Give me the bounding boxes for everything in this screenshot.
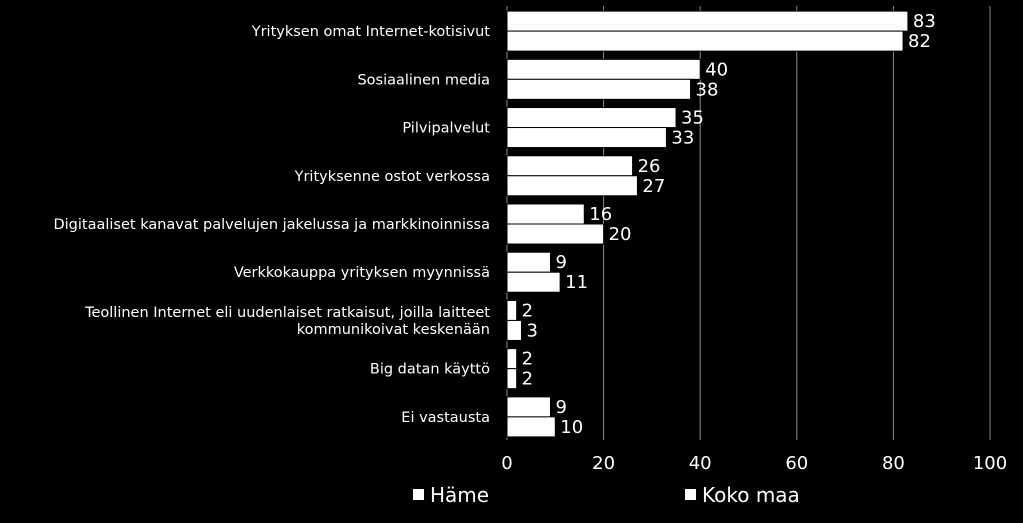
category-label-8: Ei vastausta	[401, 410, 490, 426]
bar-hame-2	[506, 107, 677, 129]
data-label-koko-maa-7: 2	[522, 369, 533, 390]
data-label-hame-3: 26	[638, 156, 661, 177]
bars	[506, 10, 909, 438]
category-labels: Yrityksen omat Internet-kotisivut Sosiaal…	[53, 24, 490, 426]
bar-koko-maa-3	[506, 175, 638, 197]
data-label-koko-maa-8: 10	[560, 417, 583, 438]
data-label-koko-maa-0: 82	[908, 31, 931, 52]
category-label-6-line0: Teollinen Internet eli uudenlaiset ratka…	[84, 305, 490, 321]
category-label-7: Big datan käyttö	[370, 362, 490, 378]
data-label-koko-maa-1: 38	[696, 79, 719, 100]
bar-hame-0	[506, 10, 909, 32]
data-label-hame-1: 40	[705, 59, 728, 80]
data-label-hame-2: 35	[681, 108, 704, 129]
data-label-koko-maa-6: 3	[526, 320, 537, 341]
bar-koko-maa-2	[506, 127, 667, 149]
x-tick-label-20: 20	[592, 453, 615, 474]
data-label-koko-maa-4: 20	[609, 224, 632, 245]
bar-koko-maa-0	[506, 30, 904, 52]
x-tick-label-0: 0	[501, 453, 512, 474]
category-label-5: Verkkokauppa yrityksen myynnissä	[234, 265, 490, 281]
data-label-hame-7: 2	[522, 349, 533, 370]
x-tick-label-100: 100	[973, 453, 1007, 474]
category-label-6-line1: kommunikoivat keskenään	[297, 322, 490, 338]
legend-label-hame: Häme	[430, 483, 489, 507]
data-label-koko-maa-5: 11	[565, 272, 588, 293]
bar-koko-maa-5	[506, 271, 561, 293]
bar-hame-7	[506, 348, 518, 370]
data-label-hame-4: 16	[589, 204, 612, 225]
bar-hame-8	[506, 396, 551, 418]
legend-swatch-koko-maa	[685, 489, 696, 500]
legend-swatch-hame	[413, 489, 424, 500]
legend-label-koko-maa: Koko maa	[702, 483, 800, 507]
bar-hame-6	[506, 299, 518, 321]
category-label-0: Yrityksen omat Internet-kotisivut	[251, 24, 491, 40]
category-label-3: Yrityksenne ostot verkossa	[294, 169, 490, 185]
data-label-hame-0: 83	[913, 11, 936, 32]
bar-hame-1	[506, 58, 701, 80]
bar-koko-maa-6	[506, 319, 522, 341]
data-label-koko-maa-3: 27	[642, 176, 665, 197]
bar-koko-maa-7	[506, 368, 518, 390]
data-label-hame-5: 9	[555, 252, 566, 273]
category-label-2: Pilvipalvelut	[402, 121, 490, 137]
data-label-koko-maa-2: 33	[671, 128, 694, 149]
x-tick-label-80: 80	[882, 453, 905, 474]
bar-koko-maa-8	[506, 416, 556, 438]
category-label-4: Digitaaliset kanavat palvelujen jakeluss…	[53, 217, 490, 233]
data-label-hame-8: 9	[555, 397, 566, 418]
x-axis-tick-labels: 0 20 40 60 80 100	[501, 453, 1007, 474]
bar-koko-maa-1	[506, 78, 692, 100]
bar-koko-maa-4	[506, 223, 605, 245]
bar-hame-4	[506, 203, 585, 225]
bar-hame-3	[506, 155, 634, 177]
legend: Häme Koko maa	[413, 483, 800, 507]
data-label-hame-6: 2	[522, 300, 533, 321]
category-label-1: Sosiaalinen media	[357, 72, 490, 88]
x-tick-label-40: 40	[689, 453, 712, 474]
bar-hame-5	[506, 251, 551, 273]
x-tick-label-60: 60	[785, 453, 808, 474]
